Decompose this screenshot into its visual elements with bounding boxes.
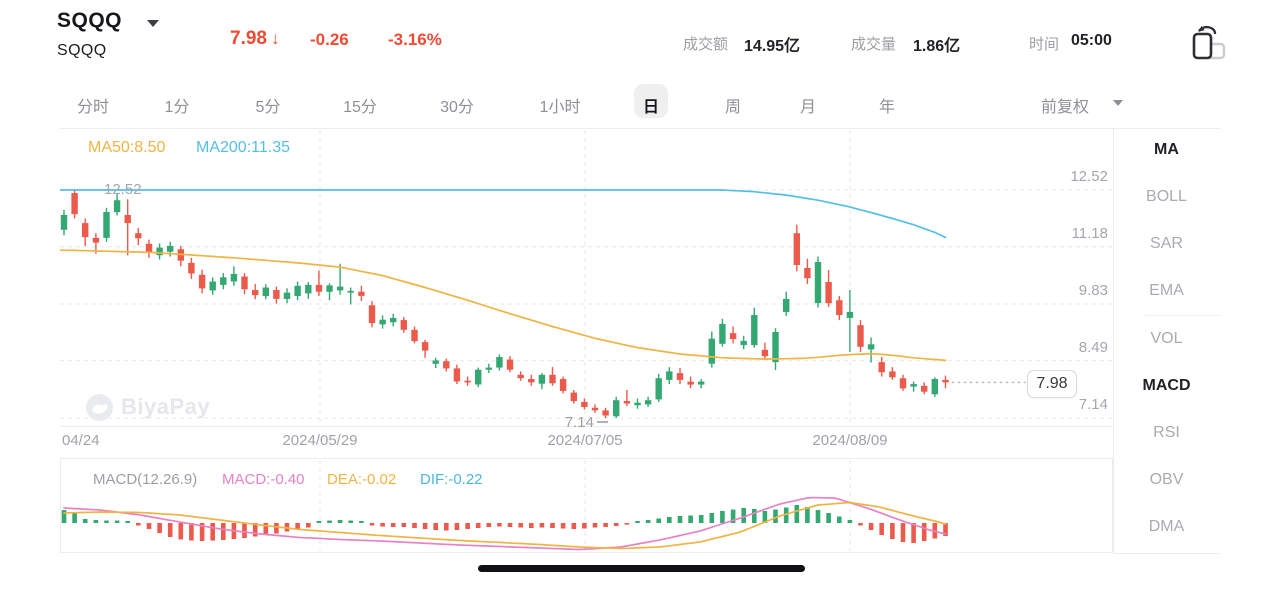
sidebar-item-rsi[interactable]: RSI bbox=[1153, 424, 1180, 441]
macd-value-legend: MACD:-0.40 bbox=[222, 471, 305, 488]
biyapay-logo-icon bbox=[86, 394, 113, 421]
symbol-title[interactable]: SQQQ bbox=[57, 9, 123, 32]
tab-timeline[interactable]: 分时 bbox=[76, 99, 109, 116]
sidebar-item-macd[interactable]: MACD bbox=[1142, 377, 1191, 394]
x-axis-label: 2024/05/29 bbox=[282, 432, 358, 449]
price-down-arrow-icon: ↓ bbox=[271, 29, 280, 48]
symbol-subtitle: SQQQ bbox=[57, 42, 107, 59]
left-axis-top-label: 12.52 bbox=[104, 181, 142, 198]
sidebar-item-boll[interactable]: BOLL bbox=[1146, 188, 1187, 205]
biyapay-watermark: BiyaPay bbox=[121, 394, 211, 419]
y-axis-label: 8.49 bbox=[1078, 338, 1108, 356]
adjust-mode-dropdown[interactable]: 前复权 bbox=[1041, 99, 1090, 116]
y-axis-label: 11.18 bbox=[1071, 224, 1108, 242]
time-label: 时间 bbox=[1029, 36, 1060, 53]
sidebar-item-sar[interactable]: SAR bbox=[1150, 235, 1183, 252]
adjust-dropdown-caret-icon[interactable] bbox=[1113, 100, 1123, 106]
sidebar-divider bbox=[1145, 315, 1220, 316]
dif-value-legend: DIF:-0.22 bbox=[420, 471, 483, 488]
sidebar-item-ema[interactable]: EMA bbox=[1149, 282, 1184, 299]
last-price: 7.98 bbox=[230, 28, 267, 49]
tab-month[interactable]: 月 bbox=[799, 99, 816, 116]
home-indicator bbox=[478, 565, 805, 572]
selected-tab-pill bbox=[634, 84, 668, 118]
tab-15min[interactable]: 15分 bbox=[343, 99, 377, 116]
sidebar-item-ma[interactable]: MA bbox=[1154, 141, 1179, 158]
tab-year[interactable]: 年 bbox=[878, 99, 895, 116]
macd-params-legend: MACD(12.26.9) bbox=[93, 471, 198, 488]
tab-30min[interactable]: 30分 bbox=[440, 99, 474, 116]
rotate-screen-icon[interactable] bbox=[1191, 23, 1227, 69]
y-axis-label: 7.14 bbox=[1078, 396, 1108, 413]
tab-week[interactable]: 周 bbox=[724, 99, 741, 116]
symbol-dropdown-caret-icon[interactable] bbox=[147, 20, 159, 27]
tab-1hour[interactable]: 1小时 bbox=[539, 99, 581, 116]
tab-day[interactable]: 日 bbox=[642, 99, 659, 116]
low-point-marker: 7.14 bbox=[564, 414, 594, 431]
turnover-label: 成交额 bbox=[683, 36, 729, 53]
sidebar-item-vol[interactable]: VOL bbox=[1150, 330, 1183, 347]
ma50-legend: MA50:8.50 bbox=[88, 139, 166, 156]
x-axis-label: 04/24 bbox=[62, 432, 100, 449]
last-price-tag: 7.98 bbox=[1027, 370, 1077, 398]
tab-1min[interactable]: 1分 bbox=[164, 99, 190, 116]
dea-value-legend: DEA:-0.02 bbox=[327, 471, 397, 488]
price-change: -0.26 bbox=[310, 30, 349, 49]
ma200-legend: MA200:11.35 bbox=[196, 139, 290, 156]
volume-value: 1.86亿 bbox=[913, 38, 961, 55]
turnover-value: 14.95亿 bbox=[744, 38, 801, 55]
price-change-percent: -3.16% bbox=[388, 30, 442, 49]
y-axis-label: 9.83 bbox=[1078, 281, 1108, 299]
tab-5min[interactable]: 5分 bbox=[255, 99, 281, 116]
volume-label: 成交量 bbox=[851, 36, 897, 53]
sidebar-item-dma[interactable]: DMA bbox=[1148, 518, 1185, 535]
time-value: 05:00 bbox=[1071, 32, 1112, 49]
sidebar-item-obv[interactable]: OBV bbox=[1149, 471, 1184, 488]
y-axis-label: 12.52 bbox=[1070, 167, 1108, 185]
x-axis-label: 2024/07/05 bbox=[547, 432, 623, 449]
x-axis-label: 2024/08/09 bbox=[812, 432, 888, 449]
